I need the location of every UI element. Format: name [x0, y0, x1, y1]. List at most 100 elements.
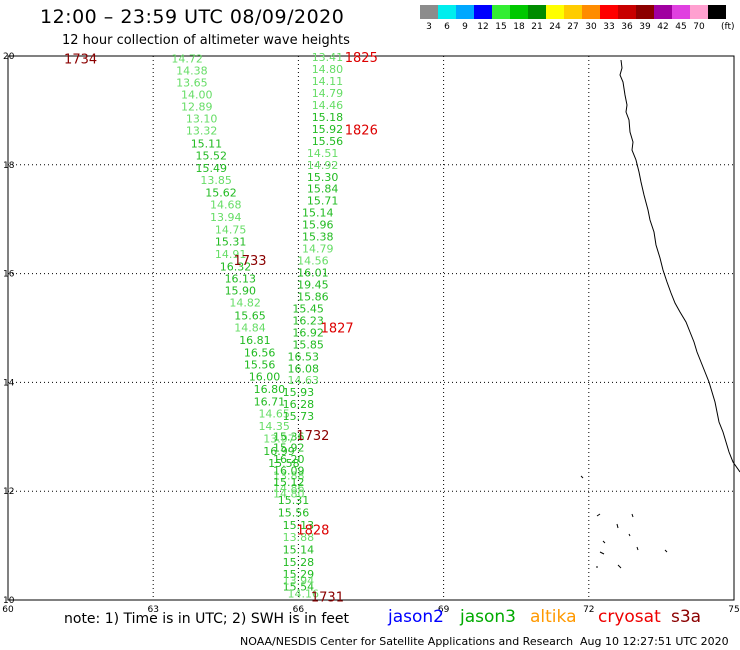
scale-label: 12 [477, 22, 489, 32]
chart-title: 12:00 – 23:59 UTC 08/09/2020 [40, 6, 345, 28]
satellite-legend-item: s3a [671, 607, 702, 627]
wave-height-value: 14.79 [312, 87, 344, 100]
wave-height-value: 14.82 [229, 296, 261, 309]
wave-height-value: 16.80 [254, 383, 286, 396]
wave-height-value: 16.23 [292, 314, 324, 327]
wave-height-value: 15.93 [283, 386, 315, 399]
island-2 [596, 513, 601, 517]
wave-height-value: 16.56 [244, 346, 276, 359]
scale-label: 24 [549, 22, 561, 32]
wave-height-value: 14.63 [287, 374, 319, 387]
scale-swatch [654, 5, 672, 19]
chart-subtitle: 12 hour collection of altimeter wave hei… [62, 33, 350, 48]
wave-height-value: 12.89 [181, 101, 213, 114]
wave-height-value: 14.84 [234, 321, 266, 334]
wave-height-value: 14.38 [176, 65, 208, 78]
lat-tick-label: 16 [3, 270, 15, 280]
scale-swatch [474, 5, 492, 19]
wave-height-value: 13.32 [186, 125, 218, 138]
pass-time-label: 1828 [296, 523, 329, 538]
satellite-legend-item: jason2 [388, 607, 444, 627]
wave-height-value: 14.80 [273, 487, 305, 500]
pass-time-label: 1733 [233, 254, 266, 269]
wave-height-value: 15.45 [292, 302, 324, 315]
scale-label: 6 [444, 22, 450, 32]
wave-height-value: 15.73 [283, 410, 315, 423]
wave-height-value: 14.75 [215, 224, 247, 237]
wave-height-value: 14.51 [307, 147, 339, 160]
scale-swatch [492, 5, 510, 19]
island-7 [617, 564, 622, 569]
scale-swatch [708, 5, 726, 19]
island-6 [599, 551, 605, 555]
scale-label: 42 [657, 22, 669, 32]
coastline-path [619, 59, 740, 473]
wave-height-value: 15.31 [278, 494, 310, 507]
wave-height-value: 13.85 [200, 174, 232, 187]
scale-swatch [636, 5, 654, 19]
scale-label: 39 [639, 22, 651, 32]
pass-time-label: 1825 [345, 51, 378, 66]
wave-height-value: 13.97 [263, 432, 295, 445]
wave-height-value: 15.14 [283, 543, 315, 556]
scale-label: 70 [693, 22, 705, 32]
wave-height-value: 15.65 [234, 309, 266, 322]
footer-timestamp: Aug 10 12:27:51 UTC 2020 [580, 635, 729, 648]
wave-height-value: 14.00 [181, 89, 213, 102]
wave-height-value: 14.92 [307, 159, 339, 172]
wave-height-value: 14.35 [258, 420, 290, 433]
wave-height-value: 16.01 [297, 267, 329, 280]
scale-label: 27 [567, 22, 579, 32]
wave-height-value: 16.81 [239, 334, 271, 347]
wave-height-value: 15.14 [302, 207, 334, 220]
wave-height-value: 15.92 [312, 123, 344, 136]
scale-label: 30 [585, 22, 597, 32]
scale-label: 36 [621, 22, 633, 32]
wave-height-value: 16.28 [283, 398, 315, 411]
wave-height-value: 15.11 [191, 138, 223, 151]
scale-swatch [420, 5, 438, 19]
wave-height-value: 13.41 [312, 51, 344, 64]
wave-height-value: 15.84 [307, 183, 339, 196]
wave-height-value: 14.46 [312, 99, 344, 112]
scale-label: 15 [495, 22, 507, 32]
pass-time-label: 1827 [321, 321, 354, 336]
wave-height-value: 14.80 [312, 63, 344, 76]
lat-tick-label: 12 [3, 487, 14, 497]
wave-height-value: 15.96 [302, 219, 334, 232]
footer-source: NOAA/NESDIS Center for Satellite Applica… [240, 635, 574, 648]
scale-unit-label: (ft) [721, 22, 735, 32]
satellite-legend-item: cryosat [598, 607, 661, 627]
wave-height-value: 15.62 [205, 187, 237, 200]
wave-height-value: 13.94 [210, 211, 242, 224]
lat-lon-grid [7, 55, 735, 601]
scale-swatch [456, 5, 474, 19]
wave-height-value: 13.65 [176, 77, 208, 90]
wave-height-value: 13.88 [273, 469, 305, 482]
lon-tick-label: 72 [583, 605, 594, 615]
wave-height-value: 16.53 [287, 350, 319, 363]
wave-height-value: 15.18 [312, 111, 344, 124]
scale-swatch [582, 5, 600, 19]
pass-time-label: 1734 [64, 53, 97, 68]
wave-height-value: 14.11 [312, 75, 344, 88]
pass-time-label: 1731 [311, 591, 344, 606]
wave-height-value: 15.56 [244, 358, 276, 371]
wave-height-value: 14.79 [302, 243, 334, 256]
wave-height-value: 15.38 [302, 231, 334, 244]
lat-tick-label: 20 [3, 52, 15, 62]
map-frame [7, 55, 735, 601]
wave-height-value: 14.65 [258, 407, 290, 420]
lon-tick-label: 66 [293, 605, 305, 615]
wave-height-value: 16.00 [249, 370, 281, 383]
wave-height-value: 15.49 [196, 162, 228, 175]
pass-time-label: 1732 [296, 429, 329, 444]
scale-swatch [546, 5, 564, 19]
wave-height-value: 15.56 [278, 506, 310, 519]
wave-height-value: 13.10 [186, 113, 218, 126]
lat-tick-label: 14 [3, 378, 15, 388]
wave-height-value: 16.92 [292, 326, 324, 339]
island-4 [631, 513, 634, 518]
scale-swatch [528, 5, 546, 19]
